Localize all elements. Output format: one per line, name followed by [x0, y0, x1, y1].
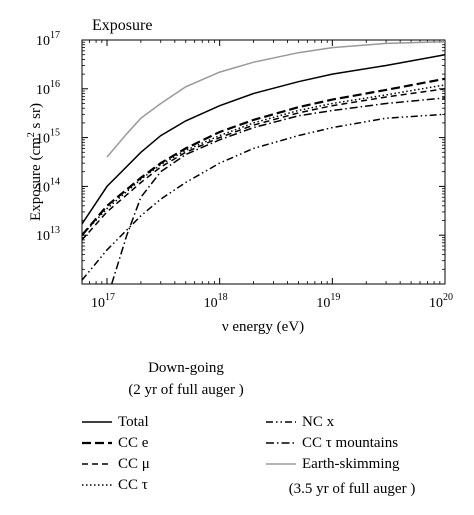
x-axis-ticks: 1017 1018 1019 1020	[81, 40, 453, 311]
y-tick-mantissa: 10	[36, 229, 50, 244]
y-tick-exponent: 17	[50, 30, 60, 41]
series-lines	[82, 41, 445, 284]
y-tick-label: 1013	[36, 225, 60, 244]
y-tick-label: 1016	[36, 79, 60, 98]
x-tick-label: 1017	[91, 292, 115, 311]
legend-label-cc: CC μ	[118, 456, 150, 472]
legend-label-earth-skimming: Earth-skimming	[302, 456, 400, 472]
y-tick-exponent: 15	[50, 128, 60, 139]
series-line-cc	[82, 88, 445, 241]
y-tick-label: 1014	[36, 176, 60, 195]
series-line-nc-x	[82, 113, 445, 281]
y-axis-label: Exposure (cm2 s sr)	[26, 103, 44, 221]
y-tick-mantissa: 10	[36, 83, 50, 98]
series-line-total	[82, 53, 445, 225]
legend-label-cc: CC τ	[118, 477, 148, 493]
x-axis-label: ν energy (eV)	[222, 319, 304, 335]
legend-label-cc-e: CC e	[118, 435, 149, 451]
series-line-cc-e	[82, 77, 445, 236]
svg-text:Exposure (cm2 s sr): Exposure (cm2 s sr)	[26, 103, 44, 221]
series-line-cc-mountains	[110, 97, 445, 284]
series-line-earth-skimming	[106, 41, 445, 158]
y-tick-exponent: 13	[50, 225, 60, 236]
legend-label-nc-x: NC x	[302, 414, 335, 430]
x-tick-exponent: 17	[105, 292, 115, 303]
legend-heading-line-2: (2 yr of full auger )	[128, 382, 243, 398]
y-tick-exponent: 14	[50, 176, 60, 187]
y-axis-label-base: Exposure (cm	[28, 137, 44, 221]
x-tick-exponent: 20	[443, 292, 453, 303]
x-tick-label: 1018	[204, 292, 228, 311]
y-tick-mantissa: 10	[36, 34, 50, 49]
legend-label-cc-mountains: CC τ mountains	[302, 435, 398, 451]
legend-heading-line-1: Down-going	[148, 360, 224, 376]
legend-footer: (3.5 yr of full auger )	[289, 481, 416, 497]
y-axis-label-rest: s sr)	[28, 103, 44, 132]
x-tick-exponent: 18	[218, 292, 228, 303]
x-tick-mantissa: 10	[429, 296, 443, 311]
series-line-cc	[82, 84, 445, 236]
y-tick-mantissa: 10	[36, 132, 50, 147]
x-tick-exponent: 19	[330, 292, 340, 303]
legend-label-total: Total	[118, 414, 149, 430]
y-tick-exponent: 16	[50, 79, 60, 90]
y-tick-label: 1017	[36, 30, 60, 49]
x-tick-mantissa: 10	[204, 296, 218, 311]
x-tick-mantissa: 10	[316, 296, 330, 311]
y-axis-label-sup: 2	[26, 132, 37, 137]
x-tick-label: 1019	[316, 292, 340, 311]
legend: Total CC e CC μ CC τ NC x CC τ mountains Earth…	[82, 414, 400, 493]
plot-frame	[81, 39, 446, 285]
y-tick-label: 1015	[36, 128, 60, 147]
x-tick-label: 1020	[429, 292, 453, 311]
chart-title: Exposure	[92, 17, 152, 34]
y-tick-mantissa: 10	[36, 180, 50, 195]
x-tick-mantissa: 10	[91, 296, 105, 311]
